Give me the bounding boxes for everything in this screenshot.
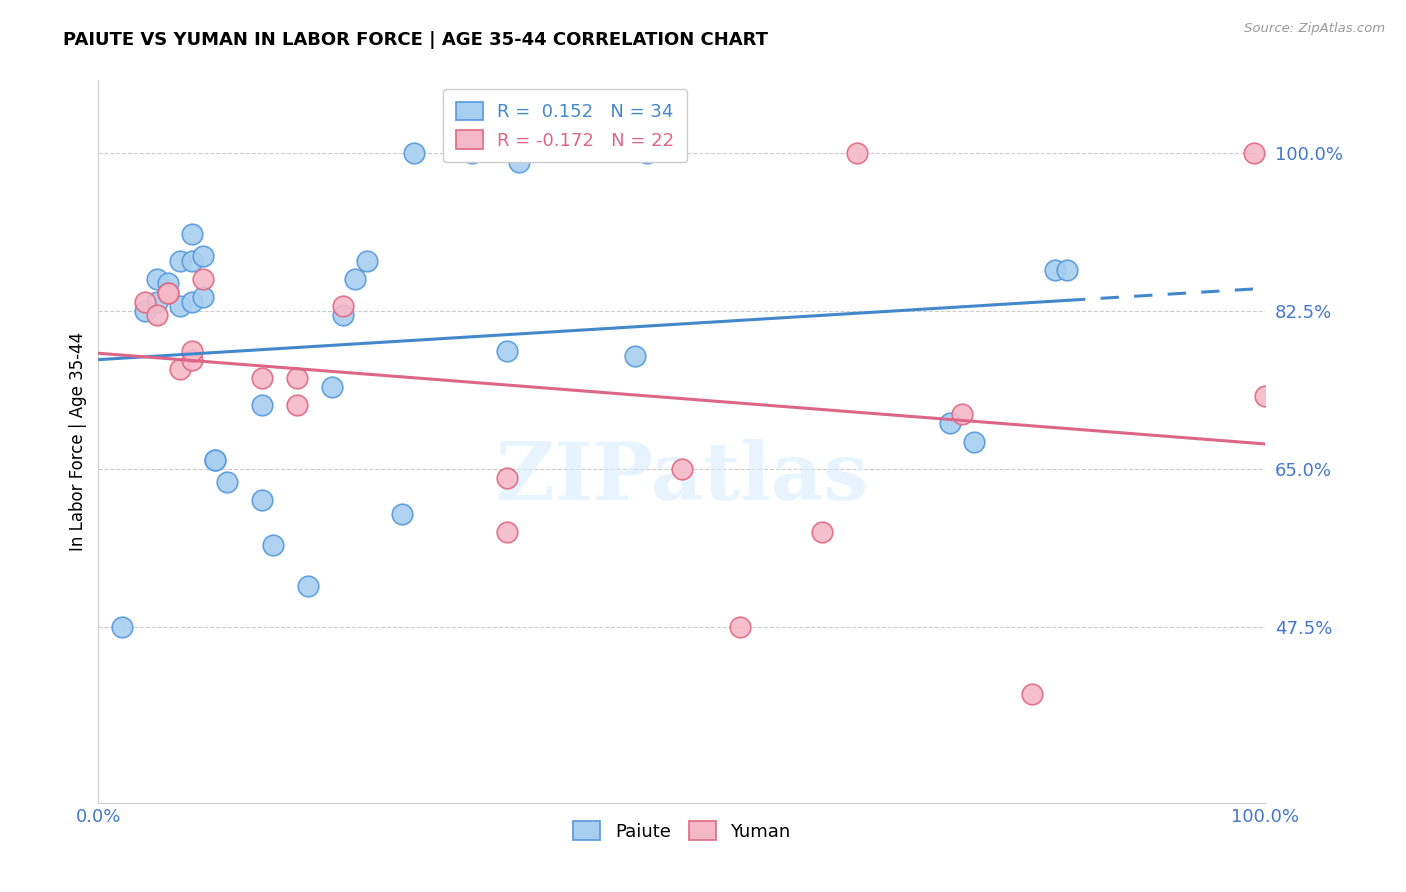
Point [204, 452, 226, 467]
Point [846, 145, 869, 160]
Point [496, 344, 519, 359]
Point [204, 452, 226, 467]
Point [297, 579, 319, 593]
Point [950, 408, 973, 422]
Point [402, 145, 425, 160]
Point [321, 380, 343, 394]
Point [811, 524, 834, 539]
Point [157, 285, 180, 300]
Y-axis label: In Labor Force | Age 35-44: In Labor Force | Age 35-44 [69, 332, 87, 551]
Point [1056, 263, 1078, 277]
Point [169, 362, 191, 376]
Point [508, 154, 530, 169]
Point [332, 299, 354, 313]
Point [939, 417, 962, 431]
Point [250, 493, 273, 508]
Point [1045, 263, 1067, 277]
Point [193, 249, 215, 263]
Point [332, 308, 354, 322]
Legend: Paiute, Yuman: Paiute, Yuman [567, 814, 797, 848]
Point [134, 294, 156, 309]
Point [111, 620, 134, 634]
Point [169, 299, 191, 313]
Point [391, 507, 413, 521]
Point [250, 371, 273, 385]
Point [180, 344, 202, 359]
Point [730, 620, 752, 634]
Point [344, 272, 367, 286]
Point [962, 434, 984, 449]
Point [461, 145, 484, 160]
Point [157, 285, 180, 300]
Point [1254, 389, 1277, 403]
Point [180, 227, 202, 241]
Point [180, 353, 202, 368]
Point [146, 272, 169, 286]
Point [180, 254, 202, 268]
Point [146, 294, 169, 309]
Point [285, 398, 308, 412]
Text: ZIPatlas: ZIPatlas [496, 439, 868, 516]
Point [193, 272, 215, 286]
Point [250, 398, 273, 412]
Point [157, 277, 180, 291]
Point [169, 254, 191, 268]
Point [496, 471, 519, 485]
Point [356, 254, 378, 268]
Text: Source: ZipAtlas.com: Source: ZipAtlas.com [1244, 22, 1385, 36]
Point [1021, 687, 1043, 701]
Point [624, 349, 647, 363]
Point [262, 538, 284, 552]
Point [671, 461, 693, 475]
Point [193, 290, 215, 304]
Point [1243, 145, 1265, 160]
Point [215, 475, 238, 490]
Point [146, 308, 169, 322]
Point [285, 371, 308, 385]
Point [636, 145, 658, 160]
Point [134, 303, 156, 318]
Point [496, 524, 519, 539]
Point [180, 294, 202, 309]
Text: PAIUTE VS YUMAN IN LABOR FORCE | AGE 35-44 CORRELATION CHART: PAIUTE VS YUMAN IN LABOR FORCE | AGE 35-… [63, 31, 768, 49]
